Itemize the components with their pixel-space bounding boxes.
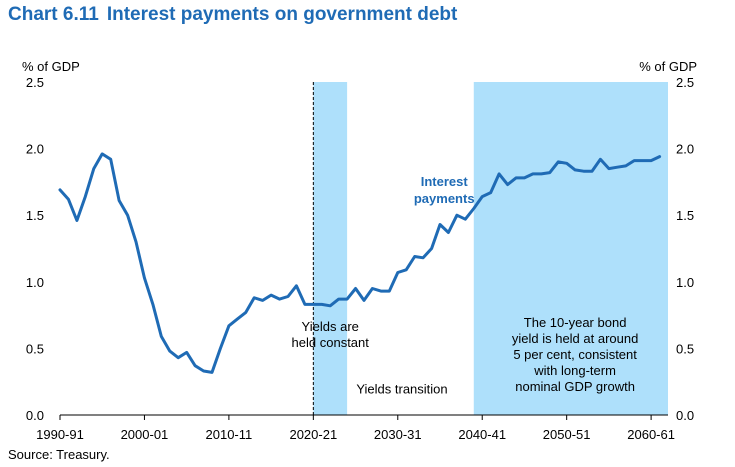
x-tick-label: 2010-11	[206, 427, 253, 442]
chart-annotation: The 10-year bond yield is held at around 5…	[512, 315, 638, 394]
y-tick-label-right: 0.5	[676, 341, 694, 356]
y-tick-label-left: 0.5	[26, 341, 44, 356]
y-tick-label-right: 1.5	[676, 208, 694, 223]
x-tick-label: 1990-91	[36, 427, 84, 442]
source-note: Source: Treasury.	[8, 447, 110, 462]
x-tick-label: 2050-51	[543, 427, 591, 442]
y-axis-unit-right: % of GDP	[639, 59, 697, 74]
x-tick-label: 2000-01	[121, 427, 169, 442]
shaded-region	[473, 82, 668, 415]
y-tick-label-left: 1.0	[26, 275, 44, 290]
chart-annotation: Yields are held constant	[292, 319, 370, 350]
y-tick-label-left: 2.0	[26, 142, 44, 157]
axes: 0.0 0.00.5 0.51.0 1.01.5 1.52.0 2.02.5 2.5% of…	[22, 59, 697, 442]
shaded-region	[313, 82, 348, 415]
series-lines: Interest payments	[58, 152, 662, 374]
y-tick-label-right: 0.0	[676, 408, 694, 423]
chart-number: Chart 6.11	[8, 4, 99, 25]
chart-title-text: Interest payments on government debt	[106, 4, 458, 25]
y-tick-label-left: 0.0	[26, 408, 44, 423]
series-label: Interest payments	[414, 174, 475, 206]
x-tick-label: 2060-61	[627, 427, 675, 442]
x-tick-label: 2030-31	[374, 427, 422, 442]
y-axis-unit-left: % of GDP	[22, 59, 80, 74]
y-tick-label-left: 2.5	[26, 75, 44, 90]
y-tick-label-left: 1.5	[26, 208, 44, 223]
shaded-regions	[313, 82, 668, 415]
annotations: Yields are held constant The 10-year bond y…	[292, 315, 639, 397]
x-tick-label: 2040-41	[458, 427, 506, 442]
y-tick-label-right: 1.0	[676, 275, 694, 290]
series-line-interest-payments	[58, 152, 662, 374]
y-tick-label-right: 2.5	[676, 75, 694, 90]
y-tick-label-right: 2.0	[676, 142, 694, 157]
chart-title: Chart 6.11 Interest payments on governmen…	[8, 4, 457, 26]
chart-annotation: Yields transition	[356, 382, 447, 397]
x-tick-label: 2020-21	[289, 427, 337, 442]
